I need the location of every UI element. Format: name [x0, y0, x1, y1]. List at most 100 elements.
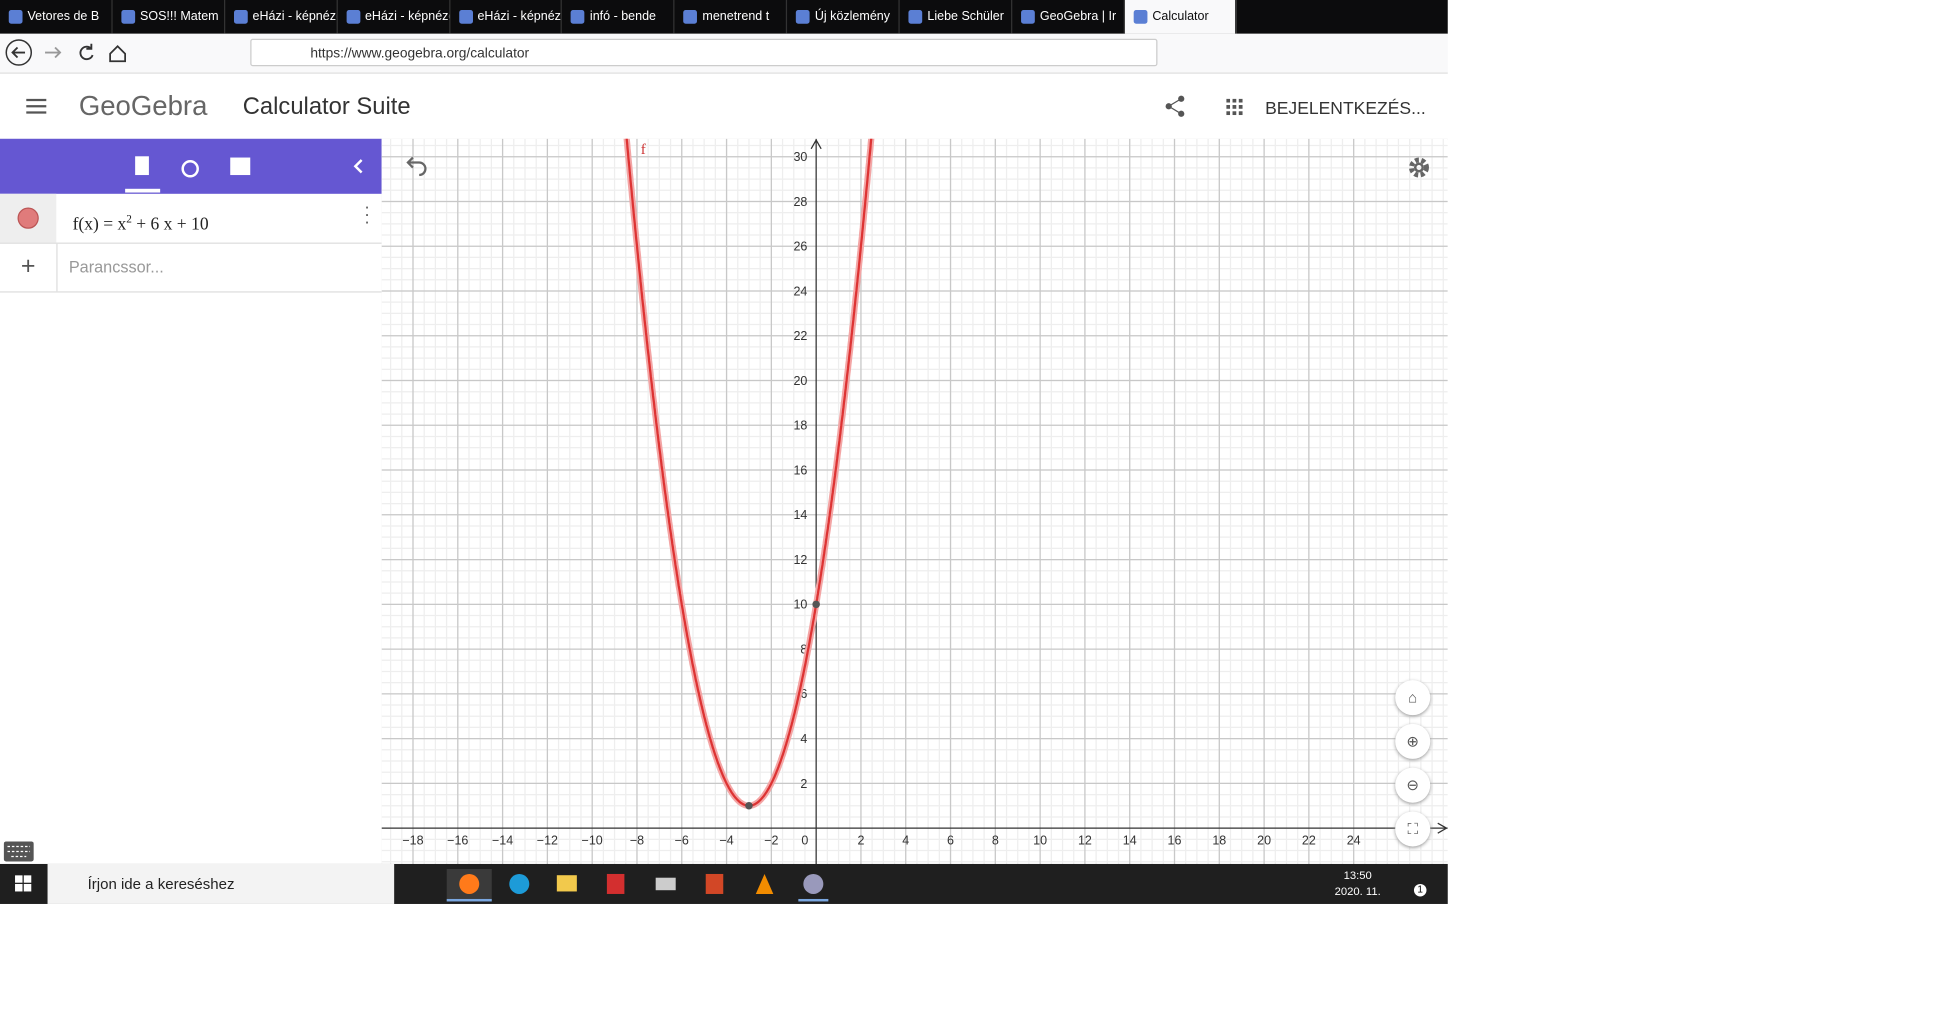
- row-menu[interactable]: · · ·: [364, 196, 370, 232]
- toolbar-icons[interactable]: [0, 139, 382, 194]
- nav-bar: https://www.geogebra.org/calculator: [0, 33, 1448, 74]
- x-tick-label: −6: [675, 833, 689, 847]
- search-box[interactable]: Írjon ide a kereséshez: [47, 863, 395, 904]
- x-tick-label: 0: [801, 833, 808, 847]
- nav-buttons[interactable]: [0, 34, 138, 73]
- special-point: [745, 802, 753, 810]
- start-button[interactable]: [15, 875, 33, 893]
- y-tick-label: 6: [800, 687, 807, 701]
- graphics-view: −18 −16 −14 −12 −10 −8 −6 −4 −2 0 2 4 6 8 10 12 14 16 18 20…: [381, 138, 1448, 864]
- x-tick-label: 4: [902, 833, 909, 847]
- x-tick-label: −12: [537, 833, 558, 847]
- y-tick-label: 10: [793, 598, 807, 612]
- y-tick-label: 28: [793, 195, 807, 209]
- expression: f(x) = x2 + 6 x + 10: [73, 213, 209, 236]
- y-tick-label: 24: [793, 284, 807, 298]
- exponent: 2: [126, 212, 132, 226]
- y-tick-label: 12: [793, 553, 807, 567]
- fullscreen-button[interactable]: ⛶: [1395, 811, 1431, 847]
- x-tick-label: 22: [1302, 833, 1316, 847]
- tab[interactable]: Vetores de B: [0, 0, 113, 34]
- y-tick-label: 26: [793, 240, 807, 254]
- home-button[interactable]: ⌂: [1395, 680, 1431, 716]
- zoom-in-button[interactable]: ⊕: [1395, 723, 1431, 759]
- y-tick-label: 16: [793, 463, 807, 477]
- y-tick-label: 4: [800, 732, 807, 746]
- app-header: GeoGebra Calculator Suite BEJELENTKEZÉS.…: [0, 73, 1448, 141]
- x-tick-label: 10: [1033, 833, 1047, 847]
- tab[interactable]: Új közlemény: [787, 0, 900, 34]
- x-tick-label: 8: [992, 833, 999, 847]
- undo-button[interactable]: [404, 156, 429, 177]
- y-tick-label: 2: [800, 777, 807, 791]
- function-label: f: [641, 142, 646, 158]
- taskbar-apps[interactable]: [400, 868, 838, 902]
- zoom-controls: ⌂ ⊕ ⊖ ⛶: [1395, 680, 1431, 847]
- url-bar[interactable]: https://www.geogebra.org/calculator: [250, 38, 1158, 67]
- x-tick-label: −8: [630, 833, 644, 847]
- share-icon[interactable]: [1164, 95, 1187, 118]
- tab[interactable]: menetrend t: [675, 0, 788, 34]
- tab[interactable]: Liebe Schüler: [900, 0, 1013, 34]
- url-text: https://www.geogebra.org/calculator: [310, 46, 530, 62]
- input-row[interactable]: + Parancssor...: [0, 243, 382, 293]
- x-tick-label: −4: [719, 833, 733, 847]
- x-tick-label: 18: [1212, 833, 1226, 847]
- x-tick-label: 12: [1078, 833, 1092, 847]
- keyboard-icon[interactable]: [3, 841, 34, 862]
- algebra-row[interactable]: f(x) = x2 + 6 x + 10 · · ·: [0, 193, 382, 244]
- y-tick-label: 22: [793, 329, 807, 343]
- taskbar: Írjon ide a kereséshez 13:50 2020. 11. 11…: [0, 863, 1448, 914]
- tab[interactable]: eHázi - képnézeg: [225, 0, 338, 34]
- active-tab[interactable]: Calculator: [1124, 0, 1237, 34]
- special-point: [812, 600, 820, 609]
- y-tick-label: 18: [793, 419, 807, 433]
- x-tick-label: 16: [1168, 833, 1182, 847]
- x-tick-label: −2: [764, 833, 778, 847]
- tab[interactable]: SOS!!! Matem: [112, 0, 225, 34]
- apps-icon[interactable]: [1226, 98, 1244, 117]
- zoom-out-button[interactable]: ⊖: [1395, 767, 1431, 803]
- x-tick-label: 2: [857, 833, 864, 847]
- visibility-toggle[interactable]: [17, 207, 39, 229]
- tab[interactable]: eHázi - képnézeg: [337, 0, 450, 34]
- graph: −18 −16 −14 −12 −10 −8 −6 −4 −2 0 2 4 6 8 10 12 14 16 18 20…: [381, 138, 1448, 864]
- rest: + 6 x + 10: [136, 215, 209, 235]
- clock[interactable]: 13:50 2020. 11. 11.: [1326, 868, 1389, 917]
- time: 13:50: [1343, 868, 1372, 882]
- search-placeholder: Írjon ide a kereséshez: [87, 875, 235, 893]
- y-tick-label: 30: [793, 150, 807, 164]
- y-tick-label: 14: [793, 508, 807, 522]
- x-tick-label: −16: [447, 833, 468, 847]
- x-tick-label: 24: [1347, 833, 1361, 847]
- y-tick-label: 20: [793, 374, 807, 388]
- x-tick-label: 14: [1123, 833, 1137, 847]
- login-button[interactable]: BEJELENTKEZÉS...: [1265, 97, 1426, 118]
- x-tick-label: 6: [947, 833, 954, 847]
- curve-halo: [623, 138, 875, 810]
- algebra-panel: f(x) = x2 + 6 x + 10 · · · + Parancssor...: [0, 138, 383, 864]
- notification-badge[interactable]: 1: [1413, 883, 1427, 897]
- logo: GeoGebra: [78, 90, 208, 122]
- base: x: [117, 215, 127, 235]
- axis-arrow: [810, 138, 822, 150]
- lhs: f(x): [72, 215, 99, 235]
- menu-icon[interactable]: [25, 96, 48, 116]
- x-tick-label: −14: [492, 833, 513, 847]
- eq: =: [103, 215, 114, 235]
- x-tick-label: −10: [582, 833, 603, 847]
- tab[interactable]: GeoGebra | Ir: [1012, 0, 1125, 34]
- axis-arrow: [1437, 822, 1448, 834]
- input-placeholder: Parancssor...: [68, 257, 164, 277]
- tab[interactable]: eHázi - képnézeg: [450, 0, 563, 34]
- panel-toolbar: [0, 138, 382, 194]
- x-tick-label: −18: [402, 833, 423, 847]
- y-tick-label: 8: [800, 642, 807, 656]
- settings-button[interactable]: [1408, 156, 1431, 179]
- tab[interactable]: infó - bende: [562, 0, 675, 34]
- function-curve: [625, 138, 873, 807]
- x-tick-label: 20: [1257, 833, 1271, 847]
